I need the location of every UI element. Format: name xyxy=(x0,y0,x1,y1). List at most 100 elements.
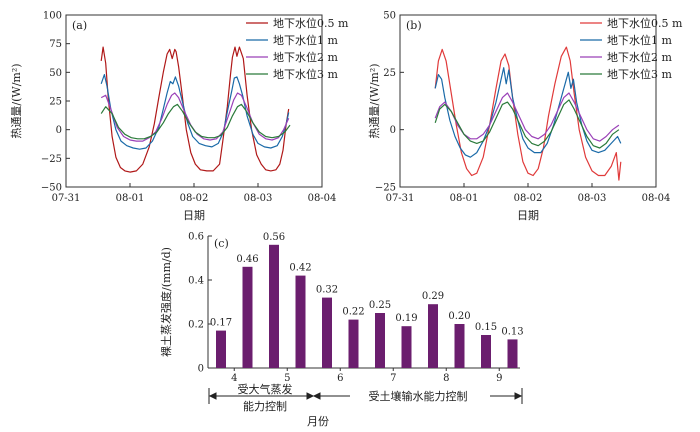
chart-c-xtick-label-2: 6 xyxy=(337,373,343,384)
a-series-3-line xyxy=(100,103,291,140)
b-legend-label-2: 地下水位2 m xyxy=(607,50,672,64)
a-xtick-label-3: 08-03 xyxy=(244,193,273,204)
a-ytick-label-1: 75 xyxy=(49,39,62,50)
chart-c-data-label-9: 0.20 xyxy=(448,311,470,322)
chart-c-xticks: 4 5 6 7 8 9 xyxy=(231,368,502,384)
chart-c-xtick-label-4: 8 xyxy=(443,373,449,384)
chart-b-xlabel: 日期 xyxy=(517,209,539,222)
b-xtick-label-3: 08-03 xyxy=(578,193,607,204)
a-series-2-line xyxy=(100,92,290,142)
chart-a-panel-label: (a) xyxy=(72,19,87,32)
chart-c-data-label-5: 0.22 xyxy=(342,307,364,318)
chart-c-panel-label: (c) xyxy=(214,237,229,250)
chart-c-xtick-label-1: 5 xyxy=(284,373,290,384)
a-xtick-label-2: 08-02 xyxy=(180,193,209,204)
chart-c-bar-1 xyxy=(242,266,253,368)
a-legend-label-1: 地下水位1 m xyxy=(273,33,338,47)
chart-c-data-label-8: 0.29 xyxy=(422,291,444,302)
chart-a-yticks: 100 75 50 25 0 −25 −50 xyxy=(41,11,70,194)
b-ytick-label-2: 0 xyxy=(390,125,396,136)
chart-c-ylabel: 裸土蒸发强度/(mm/d) xyxy=(159,247,173,357)
chart-c-ytick-label-1: 0.2 xyxy=(188,320,204,331)
chart-b-lines xyxy=(434,46,622,181)
chart-c-control-arrows xyxy=(208,388,523,404)
chart-c-control-atmos-line1: 受大气蒸发 xyxy=(238,382,293,396)
chart-c-bar-10 xyxy=(481,335,491,368)
chart-b-xticks: 07-31 08-01 08-02 08-03 08-04 xyxy=(386,183,670,204)
chart-c-bar-9 xyxy=(454,324,465,368)
chart-c-bar-3 xyxy=(295,275,306,368)
chart-c-ytick-label-2: 0.4 xyxy=(188,276,204,287)
a-xtick-label-1: 08-01 xyxy=(116,193,145,204)
a-xtick-label-0: 07-31 xyxy=(52,193,81,204)
b-legend-label-0: 地下水位0.5 m xyxy=(607,16,683,30)
b-legend-label-1: 地下水位1 m xyxy=(607,33,672,47)
chart-c-ytick-label-3: 0.6 xyxy=(188,232,204,243)
chart-c-bar-11 xyxy=(507,339,518,368)
b-series-2-line xyxy=(434,92,620,142)
b-xtick-label-1: 08-01 xyxy=(450,193,479,204)
chart-b-yticks: 50 25 0 −25 xyxy=(375,11,404,194)
a-ytick-label-2: 50 xyxy=(49,68,62,79)
a-series-1-line xyxy=(100,74,290,150)
chart-b: (b) 50 25 0 −25 07-31 08-01 08-02 08-03 08-04 地… xyxy=(368,11,683,223)
chart-a-xticks: 07-31 08-01 08-02 08-03 08-04 xyxy=(52,183,337,204)
chart-b-legend: 地下水位0.5 m 地下水位1 m 地下水位2 m 地下水位3 m xyxy=(580,16,683,81)
a-legend-label-2: 地下水位2 m xyxy=(273,50,338,64)
soil-arrow-head-right xyxy=(514,392,523,400)
b-ytick-label-1: 25 xyxy=(383,68,396,79)
chart-c-xlabel: 月份 xyxy=(307,415,329,428)
b-series-0-line xyxy=(434,46,622,181)
a-legend-label-0: 地下水位0.5 m xyxy=(273,16,349,30)
b-ytick-label-3: −25 xyxy=(375,183,396,194)
a-legend-label-3: 地下水位3 m xyxy=(273,67,338,81)
chart-a-lines xyxy=(100,46,291,173)
chart-c-control-atmos-line2: 能力控制 xyxy=(243,399,287,413)
chart-a: (a) 100 75 50 25 0 −25 −50 07-31 08-01 08-02 08-0… xyxy=(10,11,349,223)
chart-c-bar-0 xyxy=(216,330,226,368)
b-xtick-label-2: 08-02 xyxy=(514,193,543,204)
chart-b-ylabel: 热通量/(W/m²) xyxy=(368,63,381,138)
chart-c-bar-2 xyxy=(269,244,279,368)
chart-c-bar-7 xyxy=(401,326,412,368)
chart-c-data-label-4: 0.32 xyxy=(316,285,338,296)
chart-a-ylabel: 热通量/(W/m²) xyxy=(10,63,23,138)
chart-c-data-label-11: 0.13 xyxy=(501,326,523,337)
soil-arrow-head-left xyxy=(312,392,321,400)
chart-c-bar-6 xyxy=(375,313,385,368)
atmos-arrow-head-right xyxy=(306,392,315,400)
chart-a-legend: 地下水位0.5 m 地下水位1 m 地下水位2 m 地下水位3 m xyxy=(246,16,349,81)
chart-a-xlabel: 日期 xyxy=(183,209,205,222)
chart-c-xtick-label-5: 9 xyxy=(496,373,502,384)
chart-c-xtick-label-3: 7 xyxy=(390,373,396,384)
a-ytick-label-4: 0 xyxy=(56,125,62,136)
chart-c-bars: 0.17 0.46 0.56 0.42 0.32 0.22 0.25 0.19 0.29 0.20… xyxy=(210,232,524,368)
chart-c-xtick-label-0: 4 xyxy=(231,373,237,384)
b-legend-label-3: 地下水位3 m xyxy=(607,67,672,81)
chart-c-ytick-label-0: 0 xyxy=(198,364,204,375)
chart-c-control-soil: 受土壤输水能力控制 xyxy=(369,389,468,403)
chart-c-data-label-7: 0.19 xyxy=(395,313,417,324)
chart-c-yticks: 0 0.2 0.4 0.6 xyxy=(188,232,212,375)
chart-c-bar-4 xyxy=(322,297,332,368)
chart-c-data-label-10: 0.15 xyxy=(475,322,497,333)
chart-c-data-label-1: 0.46 xyxy=(236,254,258,265)
chart-c-data-label-3: 0.42 xyxy=(289,263,311,274)
chart-c-data-label-0: 0.17 xyxy=(210,318,232,329)
chart-c-data-label-6: 0.25 xyxy=(369,300,391,311)
chart-c-bar-8 xyxy=(428,304,438,368)
a-xtick-label-4: 08-04 xyxy=(308,193,337,204)
b-xtick-label-0: 07-31 xyxy=(386,193,415,204)
chart-c-bar-5 xyxy=(348,319,359,368)
b-series-1-line xyxy=(434,67,622,158)
chart-b-panel-label: (b) xyxy=(406,19,422,32)
atmos-arrow-head-left xyxy=(208,392,217,400)
a-ytick-label-6: −50 xyxy=(41,183,62,194)
a-ytick-label-3: 25 xyxy=(49,97,62,108)
b-series-3-line xyxy=(434,99,620,149)
chart-c-data-label-2: 0.56 xyxy=(263,232,285,243)
chart-c: (c) 0.170.460.560.420.320.220.250.190.29… xyxy=(159,232,524,429)
a-series-0-line xyxy=(100,46,290,173)
a-ytick-label-5: −25 xyxy=(41,154,62,165)
